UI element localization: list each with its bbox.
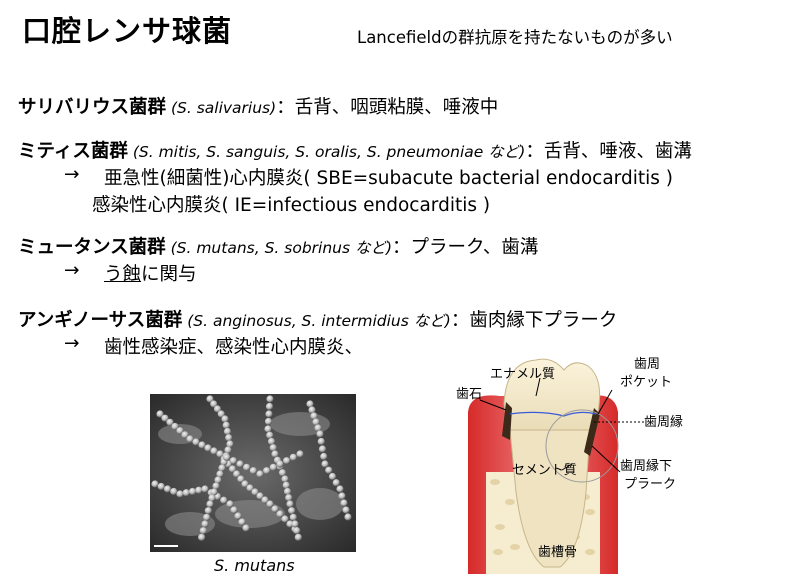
- caries-term: う蝕: [104, 264, 142, 285]
- label-pocket-2: ポケット: [620, 375, 672, 390]
- group-anginosus: アンギノーサス菌群 (S. anginosus, S. intermidius …: [18, 310, 618, 331]
- species-list: S. mitis, S. sanguis, S. oralis, S. pneu…: [138, 143, 484, 161]
- label-gingival-margin: 歯周縁: [644, 414, 683, 430]
- habitat: ：プラーク、歯溝: [392, 237, 539, 258]
- habitat: ：歯肉縁下プラーク: [450, 310, 618, 331]
- group-salivarius: サリバリウス菌群 (S. salivarius)：舌背、咽頭粘膜、唾液中: [18, 97, 499, 118]
- label-calculus: 歯石: [456, 387, 482, 402]
- calculus-shape: [502, 402, 512, 440]
- species-list: S. anginosus, S. intermidius: [193, 312, 409, 330]
- group-mutans: ミュータンス菌群 (S. mutans, S. sobrinus など)：プラー…: [18, 237, 539, 258]
- label-subgingival-2: プラーク: [624, 477, 676, 492]
- mitis-arrow: →: [64, 164, 80, 185]
- label-cementum: セメント質: [512, 463, 577, 478]
- sem-micrograph: [150, 394, 356, 552]
- label-enamel: エナメル質: [490, 367, 555, 382]
- lancefield-note: Lancefieldの群抗原を持たないものが多い: [357, 28, 673, 47]
- plaque-shape: [584, 408, 600, 456]
- habitat: ：舌背、唾液、歯溝: [525, 141, 692, 162]
- group-mitis: ミティス菌群 (S. mitis, S. sanguis, S. oralis,…: [18, 141, 692, 162]
- label-pocket-1: 歯周: [634, 357, 660, 372]
- group-name: ミティス菌群: [18, 141, 128, 162]
- species-list: S. salivarius: [177, 99, 271, 117]
- tooth-diagram: エナメル質 歯石 歯周 ポケット 歯周縁 セメント質 歯周縁下 プラーク 歯槽骨: [456, 357, 683, 574]
- habitat: ：舌背、咽頭粘膜、唾液中: [276, 97, 499, 118]
- species-list: S. mutans, S. sobrinus: [176, 239, 351, 257]
- label-subgingival-1: 歯周縁下: [620, 458, 672, 474]
- group-name: ミュータンス菌群: [18, 237, 166, 258]
- tooth-crown: [503, 358, 601, 433]
- mitis-detail-ie: 感染性心内膜炎( IE=infectious endocarditis ): [92, 195, 491, 216]
- group-name: サリバリウス菌群: [18, 97, 167, 118]
- micrograph-caption: S. mutans: [214, 556, 295, 575]
- group-name: アンギノーサス菌群: [18, 310, 183, 331]
- mitis-detail-sbe: 亜急性(細菌性)心内膜炎( SBE=subacute bacterial end…: [104, 168, 673, 189]
- anginosus-detail: 歯性感染症、感染性心内膜炎、: [104, 337, 364, 358]
- tooth-root: [509, 429, 591, 568]
- cocci-chains: [151, 395, 352, 541]
- label-alveolar-bone: 歯槽骨: [538, 545, 577, 560]
- scale-bar: [154, 545, 178, 547]
- mutans-arrow: →: [64, 260, 80, 281]
- mutans-detail: う蝕に関与: [104, 264, 197, 285]
- anginosus-arrow: →: [64, 333, 80, 354]
- slide-title: 口腔レンサ球菌: [22, 14, 233, 48]
